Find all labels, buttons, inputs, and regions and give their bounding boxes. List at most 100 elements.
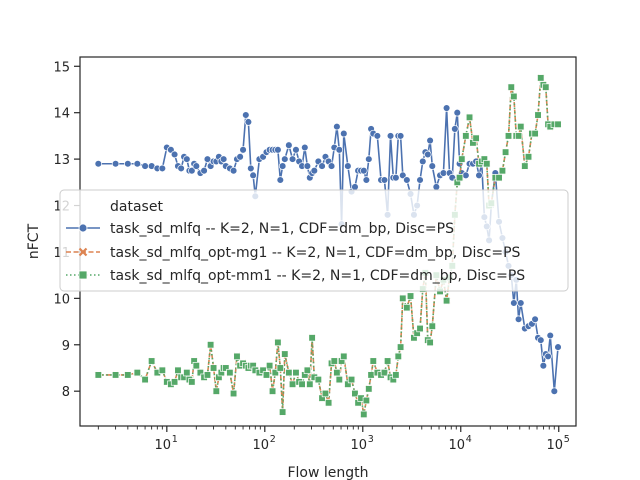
data-point: [517, 299, 525, 307]
data-point: [249, 171, 257, 180]
data-point: [546, 331, 555, 340]
data-point: [276, 176, 285, 184]
data-point: [510, 92, 518, 101]
data-point: [281, 155, 289, 163]
data-point: [472, 134, 480, 142]
y-axis-label: nFCT: [26, 223, 42, 259]
data-point: [229, 389, 238, 398]
data-point: [416, 324, 424, 333]
data-point: [321, 389, 330, 398]
x-tick-label-exponent: 2: [270, 434, 276, 445]
x-axis-label: Flow length: [287, 465, 368, 480]
data-point: [399, 294, 407, 303]
y-tick-label: 10: [53, 292, 70, 307]
legend-marker-series-3: [78, 270, 88, 280]
data-point: [462, 132, 470, 140]
data-point: [111, 160, 120, 168]
data-point: [392, 173, 400, 182]
data-point: [233, 352, 241, 361]
data-point: [403, 176, 411, 184]
data-point: [475, 171, 483, 180]
data-point: [504, 132, 513, 140]
data-point: [285, 141, 293, 149]
data-point: [278, 162, 287, 170]
data-point: [351, 389, 359, 398]
data-point: [200, 166, 208, 175]
data-point: [514, 315, 523, 323]
data-point: [170, 378, 179, 386]
data-point: [426, 136, 434, 145]
x-tick-label: 10: [448, 438, 465, 453]
data-point: [399, 171, 407, 180]
data-point: [298, 380, 306, 388]
data-point: [268, 387, 277, 395]
data-point: [539, 361, 548, 370]
data-point: [262, 371, 271, 379]
data-point: [510, 299, 518, 307]
data-point: [212, 387, 220, 395]
x-tick-label-exponent: 1: [172, 434, 178, 445]
data-point: [428, 162, 437, 170]
data-point: [386, 132, 395, 140]
data-point: [483, 160, 491, 168]
data-point: [288, 380, 297, 388]
data-point: [147, 357, 156, 365]
data-point: [396, 343, 405, 351]
data-point: [314, 375, 323, 384]
data-point: [367, 371, 375, 379]
data-point: [183, 155, 191, 163]
data-point: [451, 125, 459, 133]
data-point: [183, 368, 191, 377]
data-point: [94, 371, 102, 379]
data-point: [380, 368, 389, 377]
data-point: [426, 338, 434, 347]
data-point: [209, 364, 218, 372]
data-point: [271, 368, 279, 377]
data-point: [534, 111, 542, 119]
data-point: [244, 118, 253, 126]
y-tick-label: 9: [62, 339, 70, 354]
data-point: [392, 371, 400, 379]
legend-label-series-1: task_sd_mlfq -- K=2, N=1, CDF=dm_bp, Dis…: [110, 221, 454, 237]
data-point: [365, 385, 373, 393]
data-point: [133, 368, 141, 377]
data-point: [94, 160, 103, 168]
data-point: [133, 160, 142, 168]
data-point: [462, 171, 470, 180]
y-tick-label: 15: [53, 60, 70, 75]
data-point: [324, 399, 333, 407]
data-point: [455, 174, 464, 182]
x-tick-label-exponent: 3: [368, 434, 374, 445]
data-point: [360, 166, 368, 175]
data-point: [196, 368, 205, 377]
data-point: [554, 343, 562, 351]
data-point: [292, 368, 300, 377]
data-point: [281, 350, 289, 358]
legend-title: dataset: [110, 199, 163, 215]
data-point: [495, 174, 503, 182]
data-point: [537, 74, 545, 82]
data-point: [521, 162, 529, 170]
legend-label-series-3: task_sd_mlfq_opt-mm1 -- K=2, N=1, CDF=dm…: [110, 268, 525, 284]
x-major-ticks: 10 1 10 2 10 3 10 4 10 5: [155, 426, 570, 453]
data-point: [222, 364, 230, 372]
legend-box: [59, 189, 569, 292]
data-point: [274, 146, 282, 154]
data-point: [514, 132, 523, 140]
data-point: [124, 371, 132, 379]
data-point: [424, 150, 432, 159]
data-point: [288, 155, 297, 163]
data-point: [303, 162, 312, 170]
data-point: [340, 352, 348, 361]
data-point: [394, 352, 402, 361]
data-point: [174, 366, 182, 374]
data-point: [442, 297, 451, 305]
data-point: [347, 375, 356, 384]
data-point: [419, 157, 427, 166]
x-tick-label: 10: [351, 438, 368, 453]
x-tick-label: 10: [546, 438, 563, 453]
data-point: [306, 380, 314, 388]
data-point: [310, 166, 319, 175]
data-point: [531, 315, 539, 323]
data-point: [239, 146, 247, 154]
